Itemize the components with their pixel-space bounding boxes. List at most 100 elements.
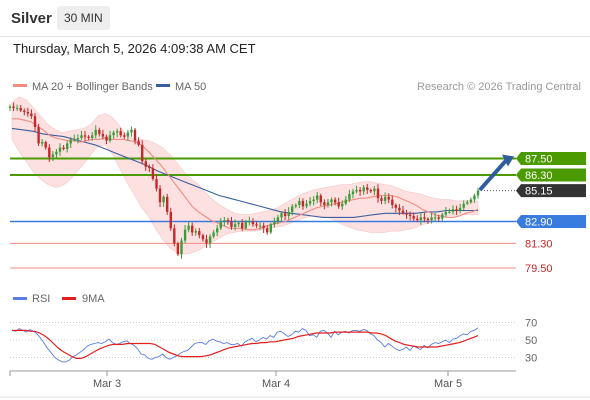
- candle-body: [294, 205, 297, 207]
- ma20-legend-swatch: [13, 84, 27, 87]
- candle-body: [123, 135, 126, 137]
- candle-body: [458, 207, 462, 211]
- candle-body: [62, 147, 65, 149]
- candle: [419, 212, 422, 225]
- candle: [33, 113, 37, 132]
- candle-body: [473, 195, 476, 200]
- candle-body: [158, 188, 162, 203]
- candle-body: [66, 143, 69, 149]
- candle-body: [19, 107, 22, 111]
- candle-body: [273, 221, 276, 225]
- candle: [112, 130, 115, 139]
- candle: [73, 134, 76, 142]
- rsi-legend-swatch: [13, 297, 27, 300]
- candle-body: [423, 217, 426, 219]
- candle-body: [333, 199, 337, 203]
- candle-body: [476, 190, 480, 196]
- candle-body: [233, 224, 237, 227]
- candle: [223, 216, 226, 227]
- candlesticks: [8, 102, 480, 259]
- candle: [94, 125, 97, 139]
- price-tag-85.15: 85.15: [516, 184, 586, 198]
- symbol-title: Silver: [11, 10, 52, 27]
- candle-body: [23, 110, 26, 112]
- candle-body: [180, 240, 183, 255]
- candle-body: [169, 211, 172, 229]
- candle: [287, 207, 290, 220]
- moving-averages: [11, 118, 479, 231]
- price-tag-81.30: 81.30: [525, 238, 553, 250]
- candle: [158, 185, 162, 208]
- candle-body: [116, 131, 119, 133]
- candle: [473, 193, 476, 203]
- candle: [230, 216, 233, 230]
- price-tag-87.50: 87.50: [516, 152, 586, 166]
- candle: [351, 188, 355, 199]
- copyright-text: Research © 2026 Trading Central: [417, 81, 581, 93]
- candle: [412, 212, 415, 222]
- candle: [448, 208, 451, 214]
- candle: [48, 144, 51, 162]
- candle-body: [8, 106, 12, 108]
- candle-body: [191, 225, 194, 233]
- candle: [23, 108, 26, 116]
- candle: [301, 198, 305, 210]
- candle: [30, 109, 33, 119]
- candle: [216, 224, 219, 237]
- candle-body: [305, 203, 308, 207]
- candle: [416, 215, 419, 222]
- ma20-legend-label: MA 20 + Bollinger Bands: [32, 81, 153, 93]
- candle: [201, 233, 205, 242]
- candle: [91, 131, 94, 141]
- candle-body: [12, 106, 15, 108]
- candle: [187, 221, 190, 233]
- timeframe-button[interactable]: 30 MIN: [57, 6, 110, 30]
- candle-body: [30, 113, 33, 117]
- candle: [76, 134, 80, 144]
- candle-body: [358, 190, 362, 192]
- ma50-legend-label: MA 50: [175, 81, 206, 93]
- candle: [373, 186, 376, 196]
- candle: [394, 203, 397, 213]
- candle-body: [348, 194, 351, 200]
- candle-body: [433, 217, 437, 219]
- candle-body: [369, 190, 372, 192]
- bollinger-bands: [11, 96, 479, 255]
- candle-body: [430, 217, 433, 221]
- candle-body: [237, 222, 240, 225]
- candle-body: [251, 221, 255, 225]
- candle: [55, 148, 58, 159]
- candle: [476, 188, 480, 199]
- candle-body: [41, 142, 44, 144]
- candle: [405, 209, 408, 219]
- header-divider: [0, 36, 590, 37]
- candle: [423, 212, 426, 223]
- candle-body: [351, 191, 355, 195]
- candle-body: [141, 144, 144, 162]
- candle-body: [383, 196, 387, 201]
- candle-body: [448, 211, 451, 213]
- datetime-label: Thursday, March 5, 2026 4:09:38 AM CET: [13, 41, 256, 56]
- price-tags: 87.50 86.30 85.15 82.90 81.30 79.50: [516, 152, 586, 275]
- candle: [44, 140, 47, 150]
- forecast-arrow-head: [502, 154, 514, 167]
- price-tag-82.90: 82.90: [516, 214, 586, 229]
- candle: [241, 219, 244, 232]
- candle-body: [151, 168, 155, 179]
- candle: [58, 143, 62, 156]
- candle-body: [469, 199, 473, 203]
- candle: [269, 222, 272, 235]
- candle-body: [362, 187, 365, 192]
- candle-body: [80, 135, 83, 138]
- candle: [273, 217, 276, 228]
- price-tag-bg: [516, 184, 586, 198]
- candle: [369, 188, 372, 193]
- rsi-tick-label: 50: [525, 335, 537, 347]
- candle-body: [308, 200, 312, 204]
- candle: [191, 222, 194, 236]
- candle-body: [105, 136, 108, 141]
- candle-body: [119, 131, 122, 136]
- candle-body: [373, 188, 376, 192]
- rsi-lines: [11, 327, 479, 363]
